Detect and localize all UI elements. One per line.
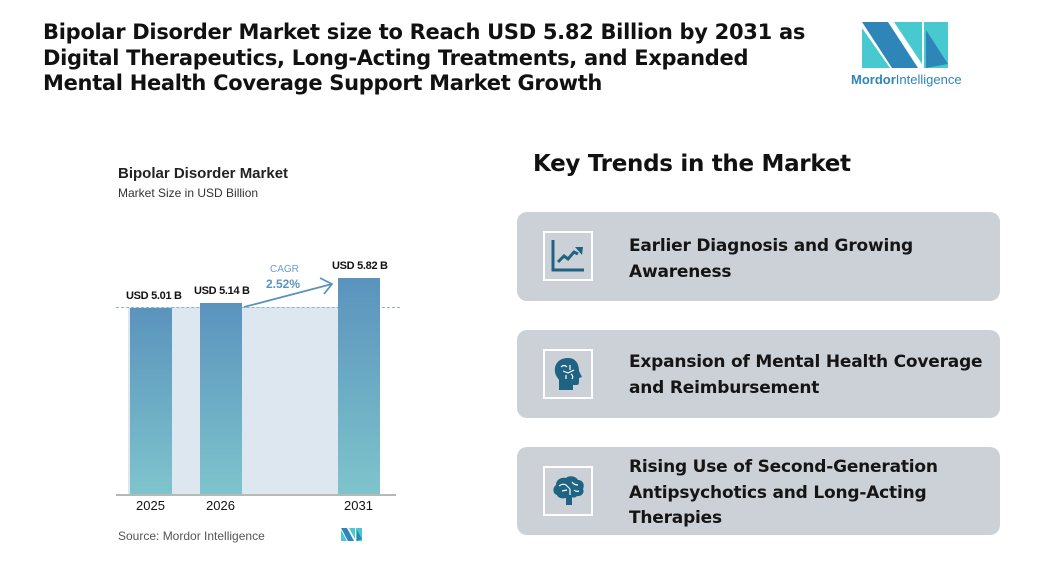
trends-heading: Key Trends in the Market [533,151,851,177]
cagr-arrow-icon [243,277,334,308]
mordor-logo-icon [862,22,948,68]
brand-name: MordorIntelligence [851,72,962,87]
x-axis [116,494,396,496]
year-2026: 2026 [206,498,235,513]
cagr-label: CAGR [270,264,299,275]
bar-2031 [338,278,380,494]
page-title: Bipolar Disorder Market size to Reach US… [43,20,806,95]
head-brain-icon [554,358,582,390]
trend-card-2: Expansion of Mental Health Coverage and … [517,330,1000,418]
bar-2026 [200,303,242,494]
trend-text-2: Expansion of Mental Health Coverage and … [629,352,983,398]
trend-card-3: Rising Use of Second-Generation Antipsyc… [517,447,1000,535]
bar-2025 [130,308,172,494]
trend-text-1: Earlier Diagnosis and Growing Awareness [629,236,913,282]
growth-chart-icon [551,240,584,272]
reference-line [116,307,400,308]
bar-label-2026: USD 5.14 B [194,285,250,297]
chart-subtitle: Market Size in USD Billion [118,186,259,200]
chart-title: Bipolar Disorder Market [118,165,289,182]
brain-icon [553,476,584,505]
bar-chart: USD 5.01 B 2025 USD 5.14 B 2026 USD 5.82… [116,250,400,513]
year-2025: 2025 [136,498,165,513]
cagr-value: 2.52% [266,277,301,291]
trend-card-1: Earlier Diagnosis and Growing Awareness [517,212,1000,301]
source-note: Source: Mordor Intelligence [118,529,265,543]
bar-label-2025: USD 5.01 B [126,290,182,302]
bar-label-2031: USD 5.82 B [332,260,388,272]
mini-logo-icon [341,528,362,541]
year-2031: 2031 [344,498,373,513]
trend-text-3: Rising Use of Second-Generation Antipsyc… [629,457,938,528]
